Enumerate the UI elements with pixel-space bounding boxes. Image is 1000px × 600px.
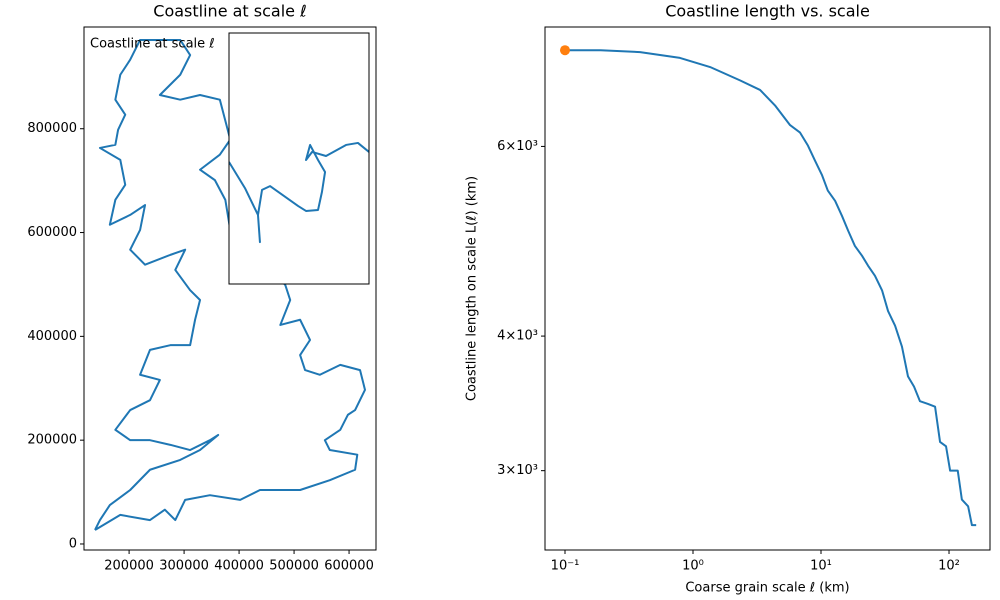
chart-title: Coastline length vs. scale [665,2,870,21]
y-axis-label: Coastline length on scale L(ℓ) (km) [465,176,480,401]
y-tick-label: 4×10³ [497,329,538,344]
x-tick-label: 600000 [324,559,374,574]
y-tick-label: 3×10³ [497,463,538,478]
y-tick-label: 400000 [27,329,77,344]
y-tick-label: 200000 [27,433,77,448]
axes-frame [544,26,991,551]
y-tick-label: 6×10³ [497,139,538,154]
y-tick-label: 0 [69,536,77,551]
annotation: Coastline at scale ℓ [90,37,215,52]
x-tick-label: 10⁻¹ [551,559,580,574]
x-axis-label: Coarse grain scale ℓ (km) [685,581,849,596]
data-line [229,141,369,244]
x-tick-label: 500000 [269,559,319,574]
y-tick-label: 600000 [27,225,77,240]
x-tick-label: 10¹ [810,559,832,574]
data-line [564,49,977,527]
inset-background [229,33,369,284]
y-tick-label: 800000 [27,121,77,136]
x-tick-label: 10⁰ [682,559,704,574]
x-tick-label: 10² [938,559,960,574]
highlight-point [559,45,570,56]
axes-frame [83,26,377,551]
data-line [94,38,366,531]
x-tick-label: 300000 [159,559,209,574]
x-tick-label: 200000 [104,559,154,574]
x-tick-label: 400000 [214,559,264,574]
axes-frame [228,32,370,285]
chart-title: Coastline at scale ℓ [153,2,306,21]
